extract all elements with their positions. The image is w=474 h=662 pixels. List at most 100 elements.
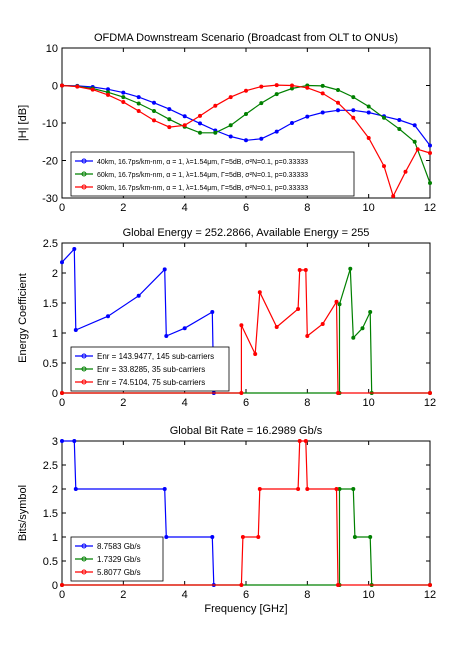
data-point	[397, 127, 402, 132]
data-point	[240, 535, 245, 540]
legend-label: 1.7329 Gb/s	[97, 555, 141, 564]
data-point	[164, 535, 169, 540]
data-point	[239, 323, 244, 328]
data-point	[274, 129, 279, 134]
data-point	[121, 95, 126, 100]
series-line	[61, 247, 215, 394]
data-point	[136, 109, 141, 114]
x-tick-label: 2	[120, 202, 126, 214]
data-point	[289, 83, 294, 88]
data-point	[352, 535, 357, 540]
data-point	[210, 309, 215, 314]
data-point	[412, 123, 417, 128]
data-point	[210, 535, 215, 540]
data-point	[351, 115, 356, 120]
data-point	[90, 87, 95, 92]
x-tick-label: 8	[304, 202, 310, 214]
data-point	[213, 130, 218, 135]
series-line	[62, 440, 430, 586]
y-tick-label: 2	[52, 268, 58, 280]
data-point	[136, 101, 141, 106]
data-point	[335, 583, 340, 588]
x-tick-label: 2	[120, 397, 126, 409]
data-point	[303, 438, 308, 443]
data-point	[351, 486, 356, 491]
data-point	[121, 90, 126, 95]
x-tick-label: 2	[120, 589, 126, 601]
data-point	[320, 83, 325, 88]
y-tick-label: 3	[52, 436, 58, 448]
data-point	[320, 110, 325, 115]
y-axis-label: Energy Coefficient	[17, 273, 29, 363]
legend-marker	[81, 379, 87, 385]
x-tick-label: 10	[363, 589, 375, 601]
x-tick-label: 4	[182, 202, 188, 214]
data-point	[197, 130, 202, 135]
legend-label: 40km, 16.7ps/km-nm, α = 1, λ=1.54μm, Γ=5…	[97, 159, 308, 166]
data-point	[403, 169, 408, 174]
legend-marker	[81, 569, 87, 575]
legend-marker	[81, 184, 87, 190]
data-point	[274, 92, 279, 97]
legend-marker	[81, 353, 87, 359]
y-tick-label: 1	[52, 532, 58, 544]
legend	[70, 346, 230, 392]
x-tick-label: 4	[182, 589, 188, 601]
data-point	[136, 95, 141, 100]
x-tick-label: 12	[424, 202, 436, 214]
series-line	[61, 84, 431, 198]
data-point	[60, 390, 65, 395]
data-point	[106, 314, 111, 319]
data-point	[106, 92, 111, 97]
data-point	[360, 326, 365, 331]
data-point	[162, 267, 167, 272]
data-point	[368, 535, 373, 540]
y-tick-label: 1	[52, 328, 58, 340]
y-tick-label: -10	[42, 118, 58, 130]
legend-label: Enr = 33.8285, 35 sub-carriers	[97, 365, 205, 374]
y-tick-label: 0	[52, 388, 58, 400]
data-point	[136, 293, 141, 298]
data-point	[335, 100, 340, 105]
data-point	[243, 138, 248, 143]
data-point	[167, 107, 172, 112]
y-tick-label: -20	[42, 156, 58, 168]
data-point	[164, 333, 169, 338]
data-point	[182, 123, 187, 128]
data-point	[259, 136, 264, 141]
data-point	[259, 101, 264, 106]
x-tick-label: 10	[363, 397, 375, 409]
data-point	[73, 327, 78, 332]
data-point	[239, 583, 244, 588]
data-point	[60, 583, 65, 588]
data-point	[182, 326, 187, 331]
data-point	[397, 118, 402, 123]
data-point	[228, 123, 233, 128]
data-point	[182, 114, 187, 119]
data-point	[351, 108, 356, 113]
legend-label: 60km, 16.7ps/km-nm, α = 1, λ=1.54μm, Γ=5…	[97, 172, 308, 179]
data-point	[289, 121, 294, 126]
data-point	[305, 333, 310, 338]
data-point	[243, 88, 248, 93]
data-point	[274, 324, 279, 329]
data-point	[427, 150, 432, 155]
y-tick-label: -30	[42, 193, 58, 205]
chart-title: Global Energy = 252.2866, Available Ener…	[123, 227, 370, 239]
x-tick-label: 6	[243, 589, 249, 601]
data-point	[427, 583, 432, 588]
y-axis-label: |H| [dB]	[17, 105, 29, 141]
y-tick-label: 2.5	[43, 460, 58, 472]
data-point	[151, 100, 156, 105]
x-tick-label: 4	[182, 397, 188, 409]
data-point	[381, 164, 386, 169]
x-tick-label: 8	[304, 397, 310, 409]
data-point	[366, 110, 371, 115]
data-point	[213, 103, 218, 108]
data-point	[60, 438, 65, 443]
x-tick-label: 12	[424, 397, 436, 409]
data-point	[75, 84, 80, 89]
data-point	[243, 112, 248, 117]
data-point	[72, 246, 77, 251]
chart-title: OFDMA Downstream Scenario (Broadcast fro…	[94, 32, 398, 44]
